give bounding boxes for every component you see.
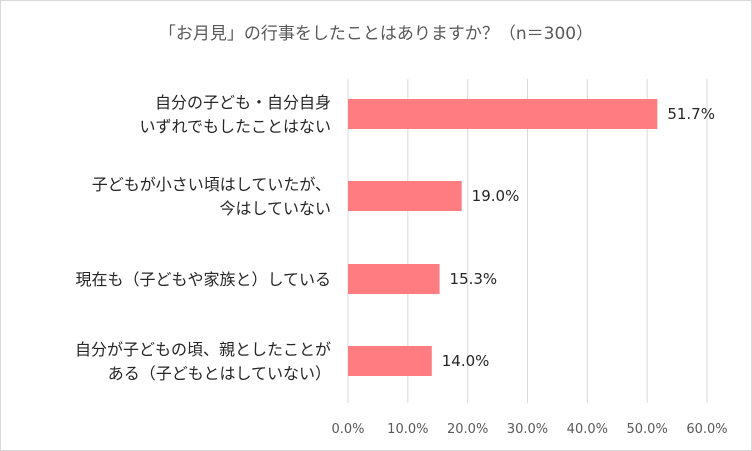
x-tick-label: 0.0% bbox=[331, 422, 364, 437]
data-labels: 51.7% 19.0% 15.3% 14.0% bbox=[442, 105, 715, 370]
category-label: 今はしていない bbox=[219, 199, 331, 218]
bar-0 bbox=[348, 99, 658, 129]
bars bbox=[348, 99, 658, 376]
x-tick-label: 10.0% bbox=[387, 422, 428, 437]
data-label: 51.7% bbox=[667, 105, 715, 123]
category-label: 子どもが小さい頃はしていたが、 bbox=[92, 175, 331, 194]
x-tick-label: 40.0% bbox=[567, 422, 608, 437]
category-label: 自分の子ども・自分自身 bbox=[155, 93, 331, 112]
data-label: 19.0% bbox=[472, 187, 520, 205]
category-label: ある（子どもとはしていない） bbox=[108, 364, 331, 383]
x-axis-ticks: 0.0% 10.0% 20.0% 30.0% 40.0% 50.0% 60.0% bbox=[331, 422, 727, 437]
category-label: いずれでもしたことはない bbox=[139, 117, 331, 136]
category-label: 自分が子どもの頃、親としたことが bbox=[75, 340, 331, 359]
x-tick-label: 20.0% bbox=[447, 422, 488, 437]
grid-lines bbox=[347, 79, 708, 403]
chart-title: 「お月見」の行事をしたことはありますか？（n＝300） bbox=[159, 24, 593, 44]
bar-1 bbox=[348, 181, 462, 211]
data-label: 14.0% bbox=[442, 352, 490, 370]
category-label: 現在も（子どもや家族と）している bbox=[75, 270, 331, 289]
bar-3 bbox=[348, 346, 432, 376]
x-tick-label: 50.0% bbox=[627, 422, 668, 437]
category-labels: 自分の子ども・自分自身いずれでもしたことはない子どもが小さい頃はしていたが、今は… bbox=[75, 93, 331, 383]
data-label: 15.3% bbox=[450, 270, 498, 288]
bar-2 bbox=[348, 264, 440, 294]
x-tick-label: 60.0% bbox=[686, 422, 727, 437]
x-tick-label: 30.0% bbox=[507, 422, 548, 437]
